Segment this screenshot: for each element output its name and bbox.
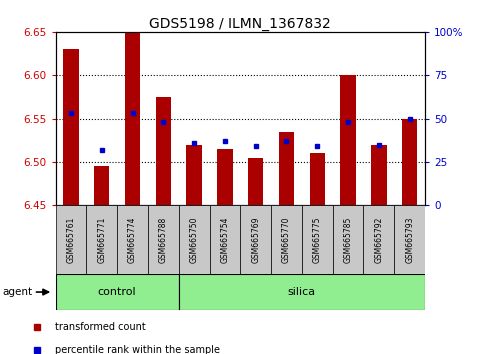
Text: control: control [98,287,136,297]
Bar [94,166,110,205]
Bar [364,205,394,274]
Bar [341,75,356,205]
Bar [210,205,240,274]
Bar [240,205,271,274]
Bar [186,145,202,205]
Text: GSM665754: GSM665754 [220,217,229,263]
Text: GSM665771: GSM665771 [97,217,106,263]
Bar [63,49,79,205]
Text: GSM665750: GSM665750 [190,217,199,263]
Bar [217,149,233,205]
Bar [125,32,140,205]
Text: agent: agent [2,287,32,297]
Title: GDS5198 / ILMN_1367832: GDS5198 / ILMN_1367832 [149,17,331,31]
Text: GSM665770: GSM665770 [282,217,291,263]
Bar [402,119,417,205]
Bar [156,97,171,205]
Bar [333,205,364,274]
Bar [148,205,179,274]
Text: transformed count: transformed count [55,322,145,332]
Bar [86,205,117,274]
Bar [179,205,210,274]
Bar [117,205,148,274]
Bar [56,274,179,310]
Bar [394,205,425,274]
Bar [279,132,294,205]
Text: GSM665769: GSM665769 [251,217,260,263]
Bar [371,145,386,205]
Text: GSM665775: GSM665775 [313,217,322,263]
Bar [310,153,325,205]
Bar [302,205,333,274]
Text: GSM665792: GSM665792 [374,217,384,263]
Bar [56,205,86,274]
Bar [248,158,263,205]
Text: GSM665788: GSM665788 [159,217,168,263]
Text: GSM665774: GSM665774 [128,217,137,263]
Bar [271,205,302,274]
Text: GSM665793: GSM665793 [405,217,414,263]
Text: silica: silica [288,287,316,297]
Text: GSM665761: GSM665761 [67,217,75,263]
Text: GSM665785: GSM665785 [343,217,353,263]
Text: percentile rank within the sample: percentile rank within the sample [55,345,220,354]
Bar [179,274,425,310]
